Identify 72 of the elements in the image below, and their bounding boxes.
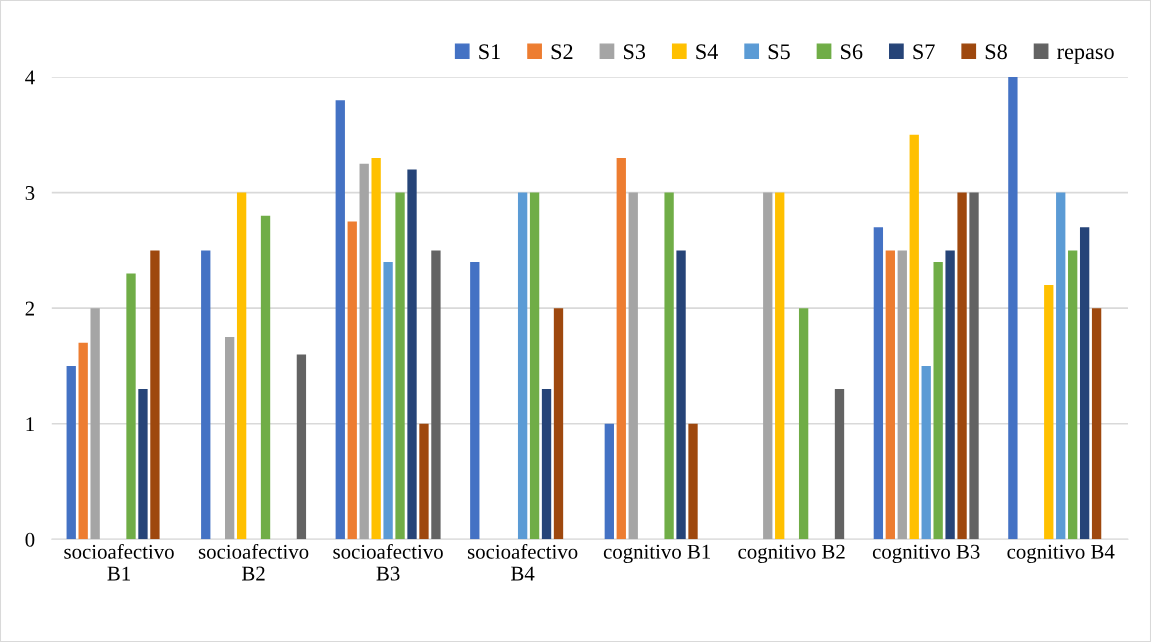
bar: [763, 192, 773, 540]
bar: [1068, 250, 1078, 540]
bar: [909, 134, 919, 540]
bar: [335, 100, 345, 540]
legend-label: S4: [696, 44, 718, 60]
bar: [1079, 227, 1090, 540]
bar: [66, 365, 76, 540]
bar: [1056, 192, 1066, 540]
bar: [798, 308, 809, 540]
bar: [1044, 285, 1054, 540]
bar: [933, 261, 943, 540]
bar: [873, 227, 884, 540]
x-tick-label: cognitivo B4: [1007, 544, 1115, 564]
y-tick-label: 0: [25, 532, 35, 547]
bar: [616, 157, 626, 540]
bar: [225, 337, 235, 540]
bar: [359, 163, 369, 540]
bar: [945, 250, 955, 540]
legend-label: S6: [841, 44, 863, 60]
bar: [921, 365, 931, 540]
y-tick-label: 4: [25, 70, 35, 85]
bar: [834, 389, 845, 540]
bar: [604, 423, 614, 540]
bar: [347, 221, 357, 540]
bar: [628, 192, 638, 540]
bar: [150, 250, 160, 540]
bar: [957, 192, 967, 540]
bar: [371, 157, 381, 540]
bar: [688, 423, 698, 540]
bar: [541, 389, 552, 540]
legend-label: S5: [768, 44, 790, 60]
legend-label: S2: [551, 44, 573, 60]
legend-label: S1: [479, 44, 500, 60]
bar: [885, 250, 895, 540]
bar: [296, 354, 307, 540]
x-tick-label: socioafectivo B2: [198, 543, 309, 581]
bar: [260, 215, 271, 540]
bar: [529, 192, 540, 540]
bar: [431, 250, 441, 540]
bar: [138, 389, 148, 540]
bar: [126, 273, 136, 540]
x-tick-label: cognitivo B3: [872, 544, 980, 564]
bar: [1091, 308, 1102, 540]
bar: [897, 250, 907, 540]
x-tick-label: cognitivo B2: [738, 544, 845, 564]
y-tick-label: 1: [26, 417, 34, 431]
x-tick-label: socioafectivo B4: [467, 543, 578, 581]
bar: [407, 169, 417, 540]
y-tick-label: 2: [25, 301, 34, 316]
legend-label: S8: [985, 44, 1007, 60]
bar: [517, 192, 528, 540]
bar: [395, 192, 405, 540]
legend-label: S7: [913, 44, 935, 60]
legend-label: repaso: [1057, 48, 1114, 64]
bar: [90, 308, 100, 540]
bar: [664, 192, 674, 540]
bar: [553, 308, 564, 540]
bar: [78, 342, 88, 540]
legend-label: S3: [623, 44, 646, 60]
y-tick-label: 3: [25, 186, 35, 201]
bar: [419, 423, 429, 540]
bar: [676, 250, 686, 540]
bar: [470, 261, 480, 540]
bar: [969, 192, 979, 540]
bar: [236, 192, 247, 540]
bar: [383, 261, 393, 540]
x-tick-label: socioafectivo B1: [64, 543, 174, 581]
bar: [1008, 77, 1018, 540]
bar: [775, 192, 785, 540]
bar: [201, 250, 211, 540]
x-tick-label: socioafectivo B3: [333, 543, 443, 581]
x-tick-label: cognitivo B1: [603, 544, 711, 564]
